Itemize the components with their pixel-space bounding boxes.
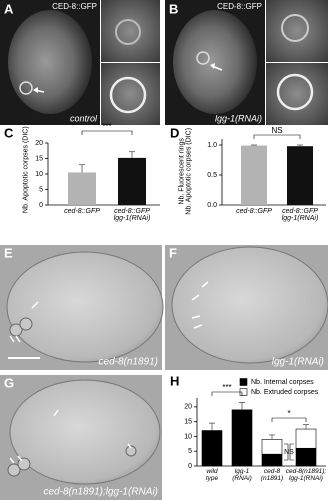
panel-b-image bbox=[165, 0, 328, 125]
bar-segment bbox=[231, 409, 253, 467]
panel-a-image bbox=[0, 0, 160, 125]
y-tick-label: 10 bbox=[184, 433, 192, 440]
y-tick-label: 0.5 bbox=[207, 172, 217, 179]
condition-label: control bbox=[70, 113, 98, 123]
panel-letter: G bbox=[4, 375, 14, 390]
x-tick-label: ced-8 (n1891) bbox=[260, 468, 284, 482]
condition-label: ced-8(n1891);lgg-1(RNAi) bbox=[44, 487, 159, 498]
y-tick-label: 20 bbox=[35, 140, 43, 147]
condition-label: lgg-1(RNAi) bbox=[272, 357, 324, 368]
legend-label: Nb. Internal corpses bbox=[251, 379, 314, 386]
x-tick-label: ced-8::GFP bbox=[64, 208, 100, 215]
panel-letter: F bbox=[169, 245, 177, 260]
bracket bbox=[253, 134, 301, 139]
bracket bbox=[81, 130, 133, 135]
bracket bbox=[284, 443, 294, 461]
panel-letter: B bbox=[169, 1, 178, 16]
panel-letter: E bbox=[4, 245, 13, 260]
bar bbox=[241, 145, 267, 205]
y-tick-label: 10 bbox=[35, 171, 43, 178]
significance-label: NS bbox=[271, 126, 282, 135]
panel-e-image bbox=[0, 245, 164, 370]
panel-letter: C bbox=[4, 125, 14, 140]
condition-label: lgg-1(RNAi) bbox=[215, 113, 262, 123]
bar-segment bbox=[261, 439, 283, 455]
panel-letter: A bbox=[4, 1, 14, 16]
panel-f-image bbox=[165, 245, 328, 370]
legend-swatch bbox=[239, 378, 248, 386]
x-tick-label: ced-8::GFP lgg-1(RNAi) bbox=[281, 208, 319, 223]
bracket bbox=[211, 391, 243, 396]
bar-segment bbox=[295, 447, 317, 467]
x-tick-label: ced-8::GFP bbox=[236, 208, 272, 215]
bracket bbox=[271, 417, 307, 422]
y-tick-label: 1.0 bbox=[207, 142, 217, 149]
y-tick-label: 0 bbox=[188, 463, 192, 470]
y-tick-label: 0.0 bbox=[207, 202, 217, 209]
bar-segment bbox=[295, 428, 317, 449]
y-tick-label: 20 bbox=[184, 404, 192, 411]
y-tick-label: 15 bbox=[35, 155, 43, 162]
significance-label: *** bbox=[222, 383, 231, 392]
y-tick-label: 15 bbox=[184, 418, 192, 425]
legend-label: Nb. Extruded corpses bbox=[251, 389, 319, 396]
panel-letter: D bbox=[170, 125, 179, 140]
bar-segment bbox=[201, 430, 223, 467]
y-tick-label: 5 bbox=[188, 448, 192, 455]
y-axis-label: Nb. Apoptotic corpses (DIC) bbox=[22, 126, 30, 214]
x-tick-label: lgg-1 (RNAi) bbox=[232, 468, 252, 482]
bar bbox=[287, 146, 313, 205]
marker-label: CED-8::GFP bbox=[52, 2, 97, 11]
significance-label: * bbox=[287, 409, 290, 418]
bar-segment bbox=[261, 453, 283, 467]
bar bbox=[118, 157, 146, 205]
x-tick-label: wild type bbox=[205, 468, 219, 482]
y-tick-label: 0 bbox=[39, 202, 43, 209]
bar bbox=[68, 172, 96, 205]
x-tick-label: ced-8(n1891); lgg-1(RNAi) bbox=[285, 468, 327, 482]
y-tick-label: 5 bbox=[39, 186, 43, 193]
panel-g-image bbox=[0, 375, 162, 500]
marker-label: CED-8::GFP bbox=[217, 2, 262, 11]
significance-label: *** bbox=[102, 122, 111, 131]
condition-label: ced-8(n1891) bbox=[99, 357, 158, 368]
x-tick-label: ced-8::GFP lgg-1(RNAi) bbox=[113, 208, 151, 223]
significance-label: NS bbox=[284, 449, 294, 456]
y-axis-label: Nb. Fluorescent rings Nb. Apoptotic corp… bbox=[178, 127, 193, 215]
panel-letter: H bbox=[170, 373, 179, 388]
